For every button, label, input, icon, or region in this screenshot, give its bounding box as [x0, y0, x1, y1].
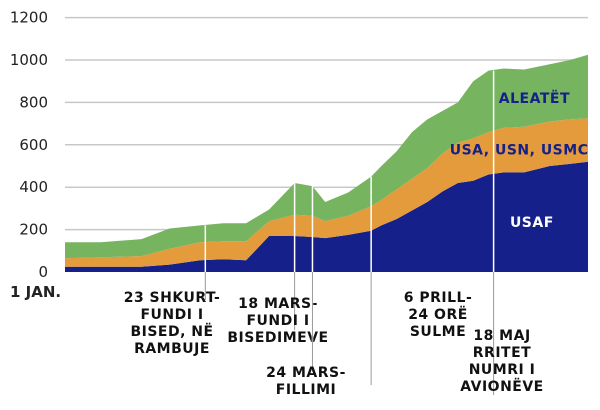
annotation-text: 18 MAJ [473, 328, 530, 344]
annotation-text: BISEDIMEVE [227, 330, 328, 346]
y-tick-label: 600 [19, 136, 48, 154]
y-tick-label: 1200 [10, 9, 48, 27]
y-tick-label: 400 [19, 178, 48, 196]
annotation-text: FUNDI I [140, 307, 203, 323]
series-labels: USAF USA, USN, USMC ALEATËT [450, 90, 589, 231]
area-usa-usn-usmc [65, 118, 588, 267]
series-label: ALEATËT [499, 90, 570, 107]
y-tick-label: 200 [19, 221, 48, 239]
annotation-text: NUMRI I [469, 362, 536, 378]
area-aleatët [65, 54, 588, 259]
annotation-text: FILLIMI [276, 382, 336, 398]
annotation-text: RAMBUJE [134, 341, 210, 357]
annotation-text: 24 MARS- [266, 365, 346, 381]
annotation-text: AVIONËVE [460, 378, 544, 395]
y-tick-label: 1000 [10, 51, 48, 69]
annotation-text: 6 PRILL- [404, 290, 473, 306]
annotation-text: 23 SHKURT- [124, 290, 221, 306]
x-start-label: 1 JAN. [10, 283, 61, 301]
annotation-text: 24 ORË [408, 306, 468, 323]
series-label: USAF [510, 215, 554, 231]
y-tick-label: 800 [19, 93, 48, 111]
series-label: USA, USN, USMC [450, 143, 589, 159]
y-tick-label: 0 [38, 263, 48, 281]
annotation-text: 18 MARS- [238, 296, 318, 312]
series-areas [65, 54, 588, 272]
y-axis-ticks: 0 200 400 600 800 1000 1200 [10, 9, 48, 281]
area-usaf [65, 161, 588, 272]
annotation-text: BISED, NË [130, 323, 213, 340]
annotation-text: RRITET [473, 345, 531, 361]
annotation-text: FUNDI I [246, 313, 309, 329]
annotation-text: SULME [410, 324, 466, 340]
